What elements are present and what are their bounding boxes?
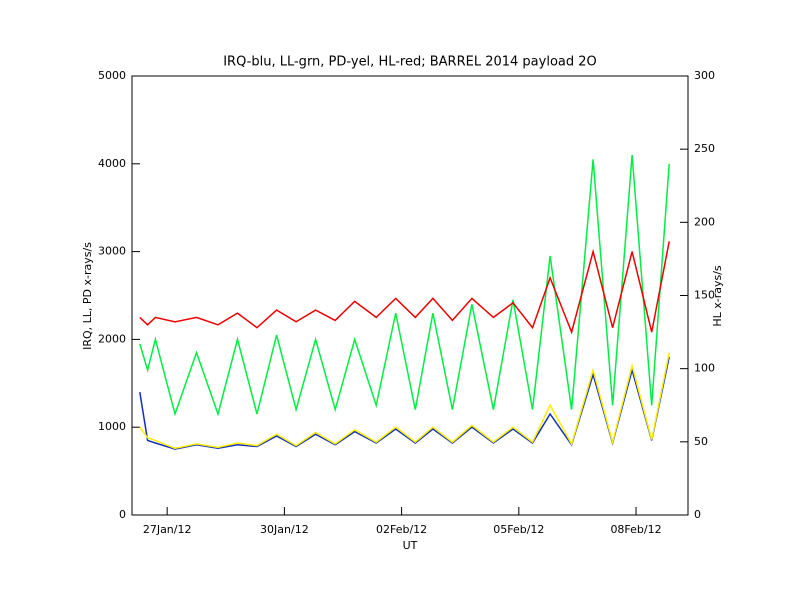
y-tick-label: 0 <box>119 508 126 521</box>
y2-tick-label: 300 <box>694 69 715 82</box>
y2-tick-label: 0 <box>694 508 701 521</box>
series-line <box>139 241 670 335</box>
x-tick-label: 02Feb/12 <box>376 523 427 536</box>
y2-axis-label: HL x-rays/s <box>711 265 724 327</box>
y2-tick-label: 150 <box>694 289 715 302</box>
x-axis-label: UT <box>403 539 418 552</box>
y-tick-label: 4000 <box>98 157 126 170</box>
x-tick-label: 30Jan/12 <box>260 523 309 536</box>
x-tick-label: 05Feb/12 <box>493 523 544 536</box>
y-tick-label: 3000 <box>98 245 126 258</box>
x-tick-label: 27Jan/12 <box>143 523 192 536</box>
y-tick-label: 5000 <box>98 69 126 82</box>
chart-title: IRQ-blu, LL-grn, PD-yel, HL-red; BARREL … <box>223 55 597 70</box>
series-line <box>139 154 670 417</box>
x-tick-label: 08Feb/12 <box>610 523 661 536</box>
y2-tick-label: 100 <box>694 362 715 375</box>
y-axis-label: IRQ, LL, PD x-rays/s <box>81 242 94 350</box>
y2-tick-label: 200 <box>694 215 715 228</box>
y2-tick-label: 50 <box>694 435 708 448</box>
y-tick-label: 1000 <box>98 420 126 433</box>
series-line <box>139 352 670 450</box>
y2-tick-label: 250 <box>694 142 715 155</box>
y-tick-label: 2000 <box>98 332 126 345</box>
